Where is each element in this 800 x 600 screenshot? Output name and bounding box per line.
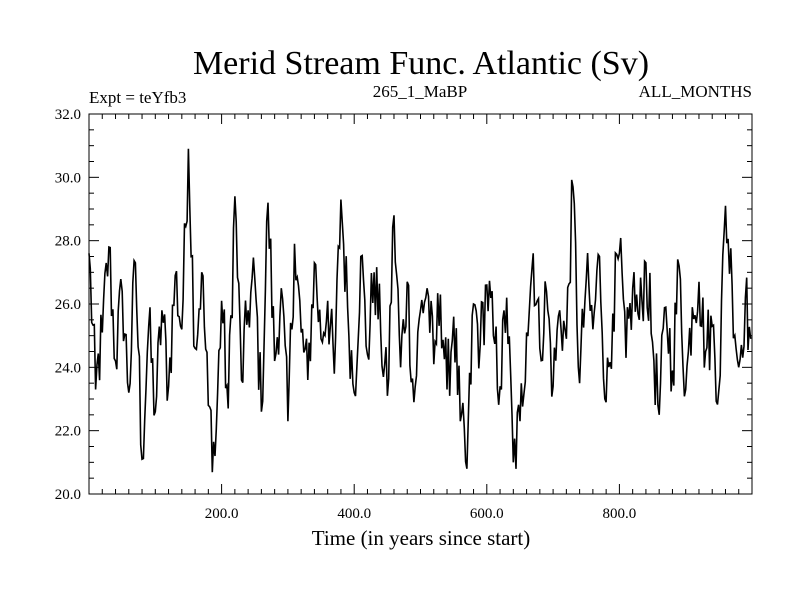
y-tick-label: 30.0 [55,170,81,186]
chart-title: Merid Stream Func. Atlantic (Sv) [193,45,649,82]
y-tick-label: 28.0 [55,234,81,250]
run-label: 265_1_MaBP [373,82,467,101]
y-tick-label: 22.0 [55,424,81,440]
months-label: ALL_MONTHS [639,82,752,101]
x-tick-label: 400.0 [337,506,371,522]
y-tick-label: 26.0 [55,297,81,313]
x-axis: 200.0 400.0 600.0 800.0 [101,114,740,522]
series-line [88,148,752,473]
x-tick-label: 800.0 [603,506,637,522]
series-layer [88,148,752,473]
y-tick-label: 20.0 [55,487,81,503]
x-axis-label: Time (in years since start) [312,526,531,550]
experiment-label: Expt = teYfb3 [89,88,186,107]
x-tick-label: 600.0 [470,506,504,522]
y-axis: 20.0 22.0 24.0 26.0 28.0 30.0 32.0 [55,107,752,503]
x-tick-label: 200.0 [205,506,239,522]
y-tick-label: 32.0 [55,107,81,123]
y-tick-label: 24.0 [55,360,81,376]
